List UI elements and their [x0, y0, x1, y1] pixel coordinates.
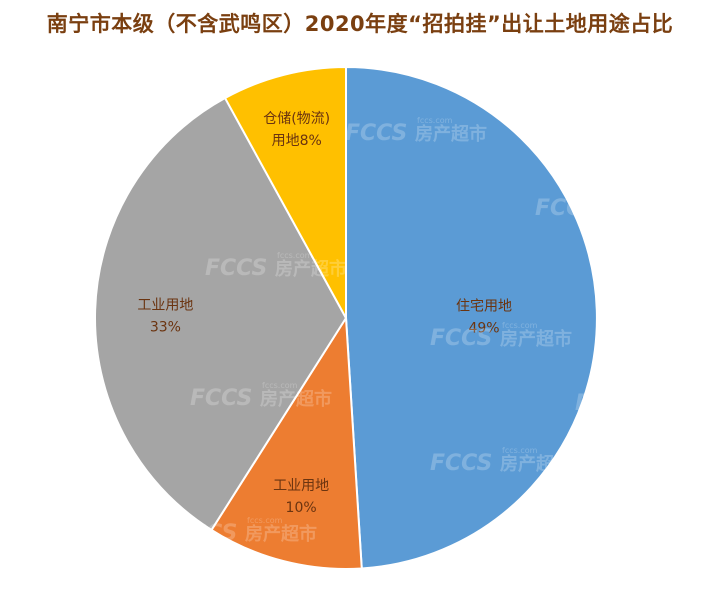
chart-title: 南宁市本级（不含武鸣区）2020年度“招拍挂”出让土地用途占比 [46, 12, 674, 36]
svg-text:fccs.com: fccs.com [502, 446, 538, 455]
pie-slice [94, 96, 348, 532]
data-label: 工业用地 33% [137, 297, 193, 335]
data-label: 仓储(物流)用地8% [263, 111, 330, 149]
svg-text:FCCS: FCCS [430, 326, 492, 351]
data-label: 工业用地 10% [273, 478, 329, 516]
data-label: 住宅用地 49% [456, 299, 512, 337]
svg-text:fccs.com: fccs.com [607, 191, 643, 200]
svg-text:fccs.com: fccs.com [247, 516, 283, 525]
svg-text:房产超市: 房产超市 [275, 258, 347, 280]
svg-text:FCCS: FCCS [205, 256, 267, 281]
svg-text:FCCS: FCCS [575, 391, 637, 416]
pie-slice [210, 314, 363, 570]
svg-text:FCCS: FCCS [430, 451, 492, 476]
pie-slice [223, 65, 347, 319]
svg-text:房产超市: 房产超市 [245, 523, 317, 545]
svg-text:房产超市: 房产超市 [645, 393, 717, 415]
svg-text:fccs.com: fccs.com [417, 116, 453, 125]
svg-text:fccs.com: fccs.com [647, 386, 683, 395]
svg-text:FCCS: FCCS [175, 521, 237, 546]
svg-text:FCCS: FCCS [535, 196, 597, 221]
svg-text:FCCS: FCCS [345, 121, 407, 146]
svg-text:fccs.com: fccs.com [262, 381, 298, 390]
svg-text:房产超市: 房产超市 [260, 388, 332, 410]
svg-text:房产超市: 房产超市 [500, 453, 572, 475]
svg-text:房产超市: 房产超市 [605, 198, 677, 220]
svg-text:房产超市: 房产超市 [500, 328, 572, 350]
svg-text:FCCS: FCCS [190, 386, 252, 411]
pie-slice [345, 65, 598, 570]
svg-text:房产超市: 房产超市 [415, 123, 487, 145]
svg-text:fccs.com: fccs.com [502, 321, 538, 330]
svg-text:fccs.com: fccs.com [277, 251, 313, 260]
